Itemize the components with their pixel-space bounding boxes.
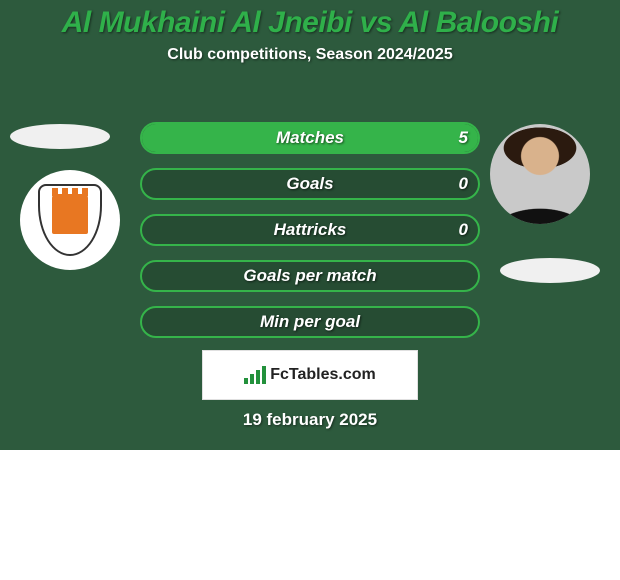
- comparison-card: Al Mukhaini Al Jneibi vs Al Balooshi Clu…: [0, 0, 620, 450]
- stat-row-matches: Matches 5: [140, 122, 480, 154]
- player-left-club-badge: [20, 170, 120, 270]
- stat-label: Min per goal: [142, 308, 478, 336]
- player-left-placeholder: [10, 124, 110, 149]
- stat-label: Goals per match: [142, 262, 478, 290]
- player-right-photo: [490, 124, 590, 224]
- stats-table: Matches 5 Goals 0 Hattricks 0 Goals per …: [140, 122, 480, 352]
- bar-chart-icon: [244, 366, 266, 384]
- club-badge-icon: [30, 180, 110, 260]
- stat-value-right: 5: [459, 124, 468, 152]
- stat-value-right: 0: [459, 216, 468, 244]
- avatar: [490, 124, 590, 224]
- branding-badge[interactable]: FcTables.com: [202, 350, 418, 400]
- branding-label: FcTables.com: [270, 366, 376, 384]
- page-title: Al Mukhaini Al Jneibi vs Al Balooshi: [0, 0, 620, 40]
- stat-row-goals-per-match: Goals per match: [140, 260, 480, 292]
- stat-value-right: 0: [459, 170, 468, 198]
- stat-label: Goals: [142, 170, 478, 198]
- subtitle: Club competitions, Season 2024/2025: [0, 46, 620, 64]
- stat-row-goals: Goals 0: [140, 168, 480, 200]
- stat-label: Matches: [142, 124, 478, 152]
- stat-row-min-per-goal: Min per goal: [140, 306, 480, 338]
- stat-label: Hattricks: [142, 216, 478, 244]
- player-right-placeholder: [500, 258, 600, 283]
- stat-row-hattricks: Hattricks 0: [140, 214, 480, 246]
- date-label: 19 february 2025: [0, 410, 620, 430]
